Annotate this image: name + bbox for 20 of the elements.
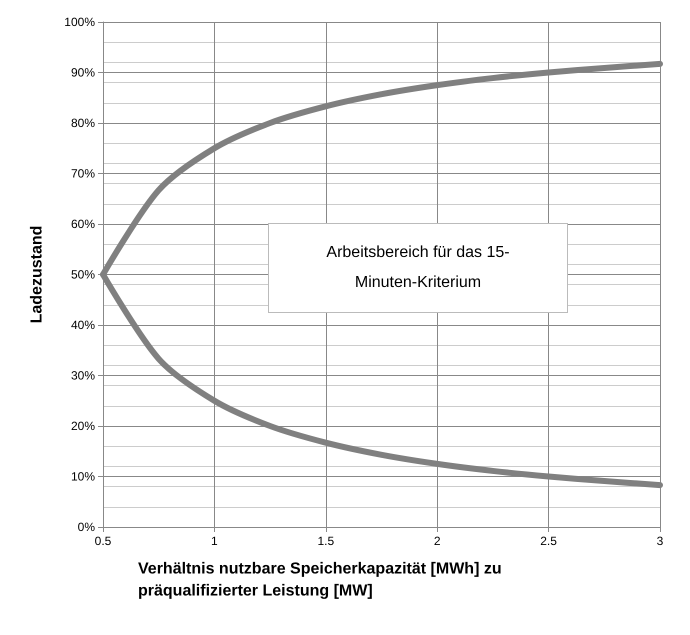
x-axis-title: Verhältnis nutzbare Speicherkapazität [MWh] zu präqualifizierter Leistung [MW] [138, 560, 506, 600]
y-tick-label: 70% [70, 166, 96, 180]
y-tick-label: 10% [70, 470, 96, 484]
y-tick-label: 0% [78, 520, 96, 534]
y-tick-label: 60% [70, 217, 96, 231]
y-axis-title: Ladezustand [28, 226, 46, 324]
x-tick-label: 1.5 [317, 534, 334, 548]
y-tick-label: 20% [70, 419, 96, 433]
x-tick-label: 0.5 [94, 534, 112, 548]
text-box: Arbeitsbereich für das 15-Minuten-Kriterium [268, 223, 568, 313]
y-tick-label: 90% [70, 66, 96, 80]
y-tick-label: 30% [70, 368, 96, 382]
x-tick-label: 2.5 [540, 534, 558, 548]
y-tick-label: 40% [70, 318, 96, 332]
x-tick-label: 3 [656, 534, 664, 548]
x-tick-label: 2 [434, 534, 441, 548]
y-tick-label: 100% [64, 15, 96, 29]
y-tick-label: 50% [70, 268, 96, 282]
y-tick-label: 80% [70, 116, 96, 130]
x-tick-label: 1 [211, 534, 218, 548]
